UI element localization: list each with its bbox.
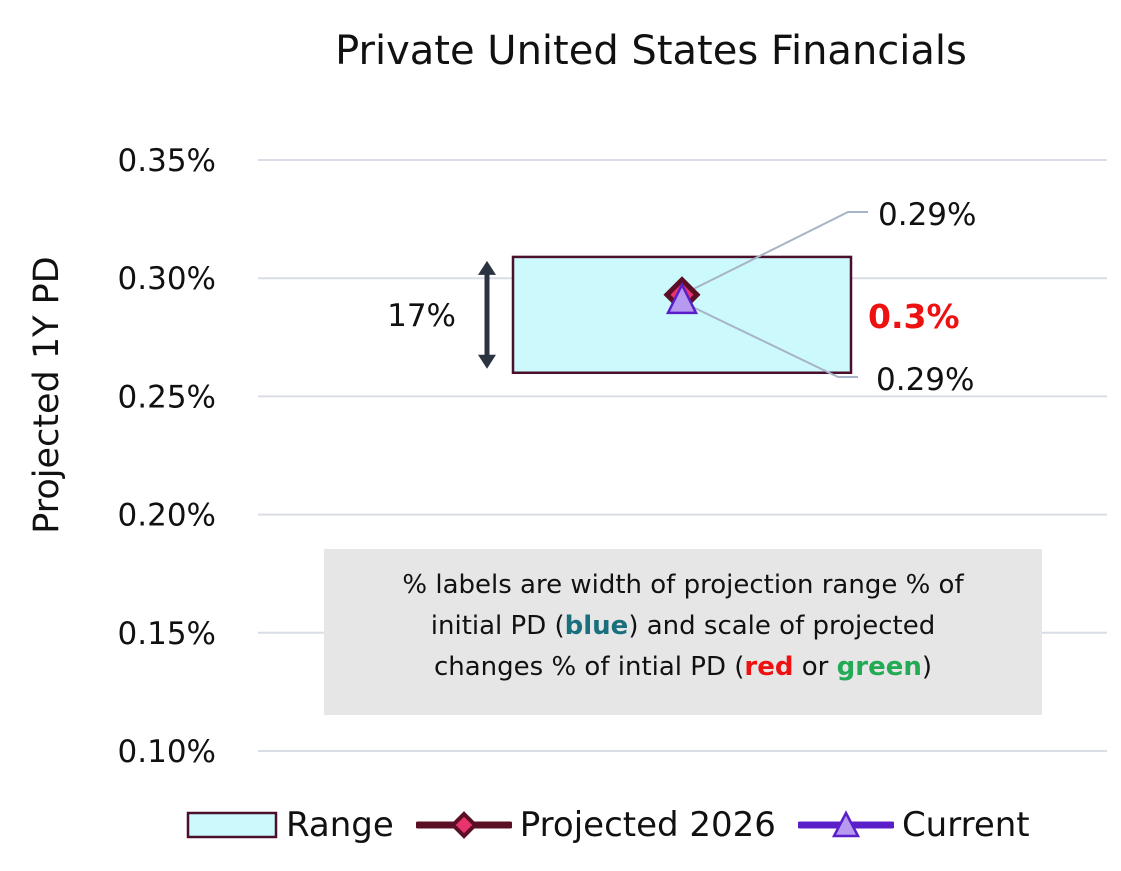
explanatory-note: % labels are width of projection range %… <box>324 549 1042 715</box>
range-width-arrow-head-bottom <box>478 354 496 369</box>
current-marker <box>665 282 699 315</box>
projected-2026-value-label: 0.29% <box>878 197 976 233</box>
legend-label-range: Range <box>286 805 394 845</box>
note-line-2: initial PD (blue) and scale of projected <box>348 606 1018 647</box>
chart-title: Private United States Financials <box>335 28 967 74</box>
y-tick-label: 0.20% <box>118 498 216 534</box>
change-label: 0.3% <box>868 297 960 336</box>
y-tick-label: 0.10% <box>118 734 216 770</box>
legend-label-projected: Projected 2026 <box>519 805 776 845</box>
y-tick-label: 0.25% <box>118 379 216 415</box>
range-width-arrow-head-top <box>478 260 496 275</box>
y-tick-label: 0.30% <box>118 261 216 297</box>
leader-line-current <box>681 300 858 378</box>
note-line-1: % labels are width of projection range %… <box>402 570 964 600</box>
legend-current-swatch <box>797 810 894 838</box>
note-or-word: or <box>793 652 837 682</box>
legend-item-current: Current <box>797 805 1030 845</box>
note-line-2-end: ) and scale of projected <box>628 611 936 641</box>
y-tick-labels: 0.35% 0.30% 0.25% 0.20% 0.15% 0.10% <box>118 143 216 770</box>
note-blue-word: blue <box>564 611 629 641</box>
leader-line-projected <box>681 211 868 296</box>
y-tick-label: 0.15% <box>118 616 216 652</box>
note-green-word: green <box>836 652 922 682</box>
legend-label-current: Current <box>901 805 1030 845</box>
range-width-label: 17% <box>387 298 456 334</box>
note-line-2-start: initial PD ( <box>430 611 565 641</box>
y-axis-label: Projected 1Y PD <box>27 256 67 533</box>
legend-range-swatch <box>186 811 278 839</box>
legend-item-projected: Projected 2026 <box>415 805 776 845</box>
plot-area: 17% 0.3% 0.29% 0.29% <box>387 197 976 398</box>
legend: Range Projected 2026 Current <box>186 802 1030 848</box>
legend-item-range: Range <box>186 805 394 845</box>
current-value-label: 0.29% <box>876 362 974 398</box>
note-line-3: changes % of intial PD (red or green) <box>348 647 1018 688</box>
range-box <box>511 255 853 375</box>
note-line-3-start: changes % of intial PD ( <box>433 652 745 682</box>
note-red-word: red <box>744 652 794 682</box>
note-line-3-end: ) <box>921 652 933 682</box>
legend-projected-swatch <box>415 811 512 839</box>
y-tick-label: 0.35% <box>118 143 216 179</box>
